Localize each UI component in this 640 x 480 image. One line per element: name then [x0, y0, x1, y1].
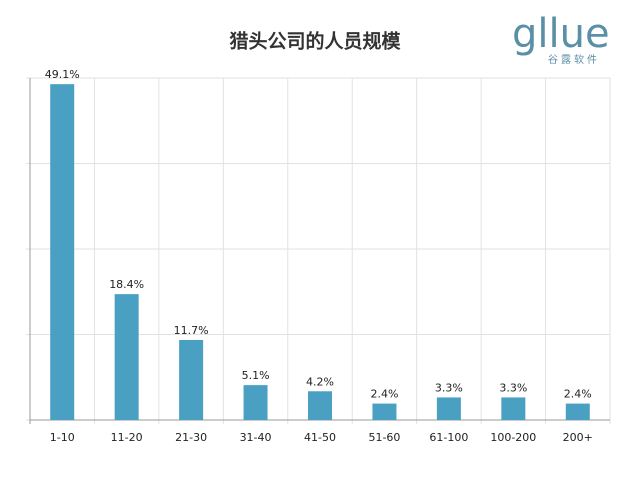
x-tick-label: 200+ — [563, 431, 593, 444]
x-tick-label: 51-60 — [368, 431, 400, 444]
bar — [114, 294, 139, 420]
bar — [179, 339, 204, 420]
x-tick-label: 21-30 — [175, 431, 207, 444]
value-label: 3.3% — [499, 381, 527, 394]
bar — [372, 403, 397, 420]
bar — [565, 403, 590, 420]
x-tick-label: 1-10 — [50, 431, 75, 444]
chart-title: 猎头公司的人员规模 — [229, 30, 401, 53]
bar — [243, 385, 268, 420]
x-tick-label: 61-100 — [429, 431, 468, 444]
value-label: 18.4% — [109, 278, 144, 291]
bar — [436, 397, 461, 420]
logo: gllue — [512, 11, 610, 57]
x-tick-label: 100-200 — [490, 431, 536, 444]
x-tick-label: 41-50 — [304, 431, 336, 444]
x-tick-label: 11-20 — [111, 431, 143, 444]
logo-subtitle: 谷露软件 — [548, 53, 600, 66]
value-label: 11.7% — [174, 324, 209, 337]
bar — [308, 391, 332, 420]
value-label: 3.3% — [435, 381, 463, 394]
x-tick-label: 31-40 — [240, 431, 272, 444]
value-label: 5.1% — [242, 369, 270, 382]
bar — [50, 84, 75, 420]
value-label: 2.4% — [370, 388, 398, 401]
bar — [501, 397, 526, 420]
value-label: 2.4% — [564, 388, 592, 401]
value-label: 49.1% — [45, 68, 80, 81]
value-label: 4.2% — [306, 375, 334, 388]
